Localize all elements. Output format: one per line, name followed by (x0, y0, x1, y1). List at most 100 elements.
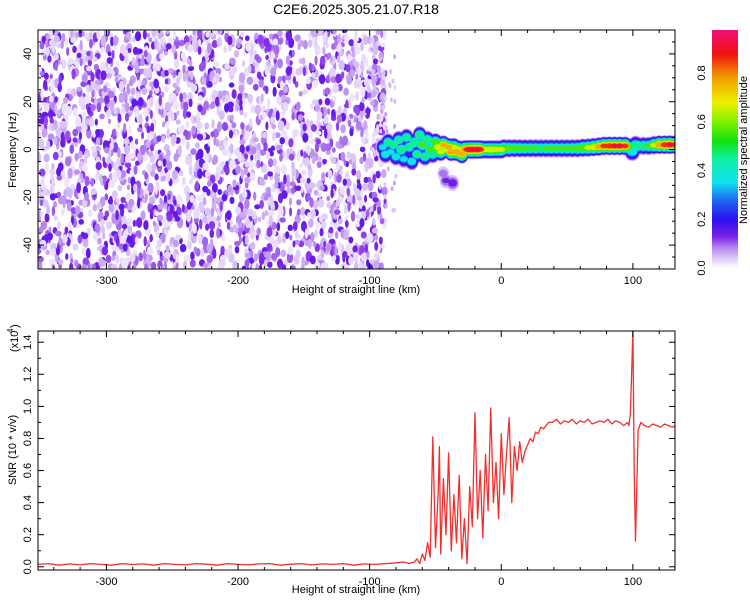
heatmap-cell (344, 171, 350, 182)
heatmap-cell (115, 209, 119, 221)
heatmap-cell (217, 90, 223, 100)
heatmap-cell (215, 197, 223, 203)
heatmap-cell (369, 100, 376, 106)
heatmap-cell (187, 65, 195, 72)
x-tick-label: 100 (624, 275, 642, 287)
heatmap-cell (153, 78, 160, 89)
heatmap-cell (381, 99, 385, 105)
heatmap-cell (40, 89, 44, 100)
heatmap-cell (153, 57, 157, 67)
heatmap-cell (171, 44, 177, 54)
heatmap-cell (89, 38, 93, 49)
heatmap-cell (354, 61, 360, 69)
heatmap-cell (381, 169, 387, 179)
heatmap-cell (346, 187, 350, 197)
heatmap-cell (147, 182, 154, 193)
heatmap-cell (126, 192, 131, 200)
heatmap-cell (361, 136, 366, 145)
heatmap-cell (105, 67, 112, 73)
heatmap-cell (151, 162, 157, 171)
heatmap-cell (92, 132, 96, 138)
heatmap-cell (269, 237, 274, 245)
heatmap-cell (402, 134, 411, 141)
heatmap-cell (361, 97, 365, 104)
heatmap-cell (94, 79, 101, 85)
heatmap-cell (233, 50, 240, 58)
heatmap-cell (248, 64, 252, 73)
heatmap-cell (115, 131, 120, 138)
heatmap-cell (144, 193, 148, 201)
heatmap-cell (58, 74, 63, 85)
heatmap-cell (315, 138, 322, 145)
heatmap-cell (172, 239, 179, 248)
heatmap-cell (57, 109, 61, 118)
heatmap-cell (256, 142, 261, 152)
heatmap-cell (264, 64, 269, 76)
heatmap-cell (81, 49, 88, 56)
heatmap-cell (166, 128, 171, 139)
heatmap-cell (393, 54, 397, 60)
heatmap-cell (240, 122, 245, 130)
heatmap-cell (172, 100, 179, 111)
heatmap-cell (39, 41, 45, 50)
heatmap-cell (155, 63, 161, 72)
heatmap-cell (236, 42, 241, 49)
heatmap-cell (266, 227, 273, 237)
heatmap-cell (448, 179, 457, 187)
heatmap-cell (354, 188, 361, 197)
colorbar-label: Normalized spectral amplitude (738, 76, 750, 224)
heatmap-cell (234, 240, 241, 247)
heatmap-cell (143, 220, 149, 231)
heatmap-cell (364, 194, 368, 203)
heatmap-cell (148, 89, 153, 96)
heatmap-cell (393, 84, 397, 90)
snr-panel: -300 -200 -100 0 100 0.0 0.2 0.4 0.6 0.8 1.0 1.2 1.… (6, 324, 676, 596)
heatmap-cell (302, 123, 307, 132)
heatmap-cell (50, 82, 55, 93)
heatmap-cell (190, 148, 197, 156)
heatmap-cell (203, 262, 209, 269)
heatmap-cell (130, 252, 136, 263)
heatmap-cell (328, 238, 336, 245)
heatmap-cell (333, 209, 341, 215)
heatmap-cell (170, 112, 175, 122)
heatmap-cell (140, 60, 145, 67)
heatmap-cell (245, 218, 251, 229)
heatmap-cell (349, 128, 354, 137)
heatmap-cell (244, 153, 249, 160)
heatmap-cell (210, 131, 215, 138)
heatmap-cell (399, 156, 408, 162)
heatmap-cell (348, 256, 354, 265)
heatmap-cell (212, 248, 217, 259)
heatmap-cell (299, 206, 306, 216)
heatmap-cell (379, 213, 383, 219)
heatmap-cell (205, 31, 210, 38)
heatmap-cell (355, 91, 360, 101)
heatmap-cell (322, 158, 327, 165)
heatmap-cell (660, 142, 669, 148)
heatmap-cell (178, 170, 184, 176)
heatmap-cell (318, 98, 323, 106)
heatmap-cell (209, 103, 216, 109)
heatmap-cell (323, 115, 329, 125)
heatmap-cell (324, 97, 331, 106)
heatmap-cell (342, 253, 346, 263)
heatmap-cell (359, 218, 365, 228)
heatmap-cell (275, 110, 280, 121)
y-tick-label: -20 (22, 189, 34, 205)
heatmap-cell (308, 238, 312, 250)
heatmap-cell (100, 225, 106, 234)
heatmap-cell (124, 257, 129, 267)
heatmap-cell (167, 193, 172, 200)
heatmap-cell (247, 94, 254, 103)
heatmap-cell (38, 104, 42, 110)
heatmap-cell (126, 83, 130, 93)
heatmap-cell (521, 146, 529, 151)
heatmap-cell (143, 188, 150, 198)
heatmap-cell (267, 209, 275, 218)
heatmap-cell (123, 144, 131, 155)
heatmap-cell (230, 114, 235, 121)
heatmap-cell (228, 253, 235, 263)
heatmap-cell (134, 138, 139, 145)
heatmap-cell (67, 58, 74, 66)
